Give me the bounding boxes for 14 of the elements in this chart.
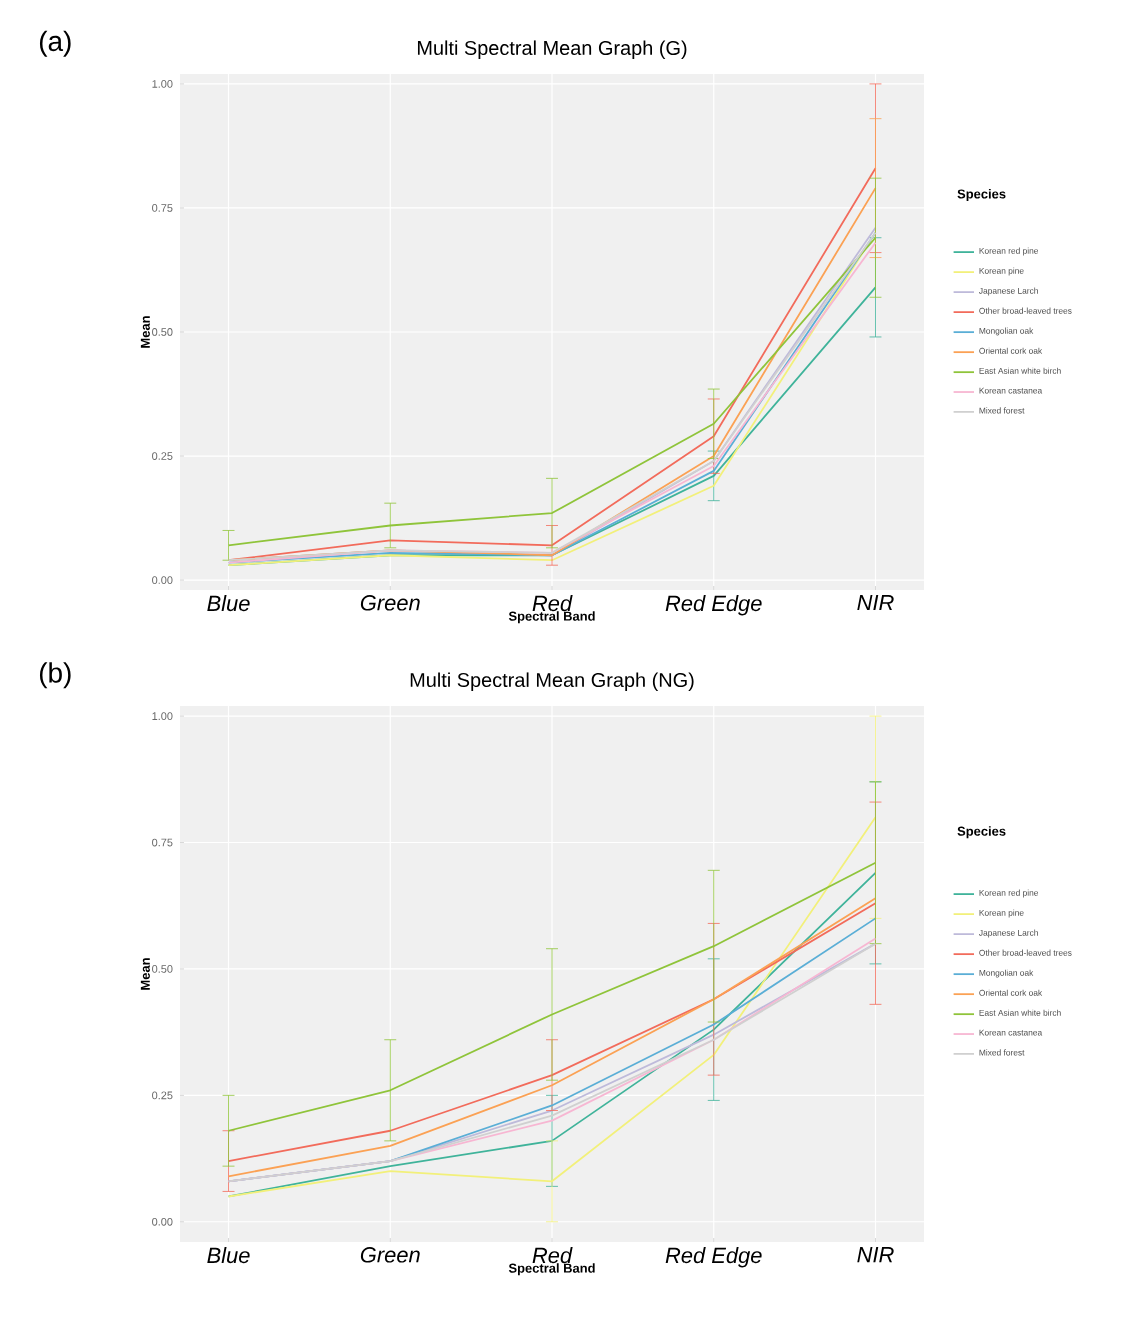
x-tick-label: Green — [360, 1247, 420, 1263]
x-tick-label: Red — [532, 595, 573, 612]
x-tick-label: Red Edge — [665, 595, 762, 616]
x-tick-label: Red Edge — [665, 1247, 762, 1268]
x-tick-label: Green — [360, 595, 420, 611]
text: (b) — [39, 662, 71, 689]
x-tick-label: NIR — [857, 595, 894, 611]
chart-title: Multi Spectral Mean Graph (G) — [417, 40, 687, 59]
x-tick-label: Blue — [207, 595, 250, 612]
chart-title: Multi Spectral Mean Graph (NG) — [410, 672, 694, 691]
text: (a) — [39, 30, 71, 57]
x-tick-label: Blue — [207, 1247, 250, 1264]
x-tick-label: Red — [532, 1247, 573, 1264]
x-tick-label: NIR — [857, 1247, 894, 1263]
